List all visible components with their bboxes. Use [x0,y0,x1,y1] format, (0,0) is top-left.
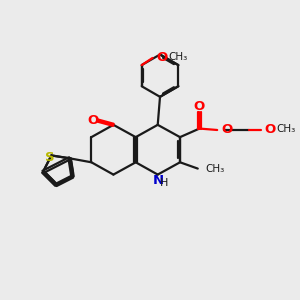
Text: O: O [156,51,167,64]
Text: CH₃: CH₃ [276,124,296,134]
Text: H: H [160,178,168,188]
Text: O: O [264,123,276,136]
Text: CH₃: CH₃ [206,164,225,174]
Text: S: S [45,151,55,164]
Text: O: O [87,114,98,127]
Text: CH₃: CH₃ [168,52,188,62]
Text: N: N [153,174,164,188]
Text: O: O [194,100,205,113]
Text: O: O [221,123,232,136]
